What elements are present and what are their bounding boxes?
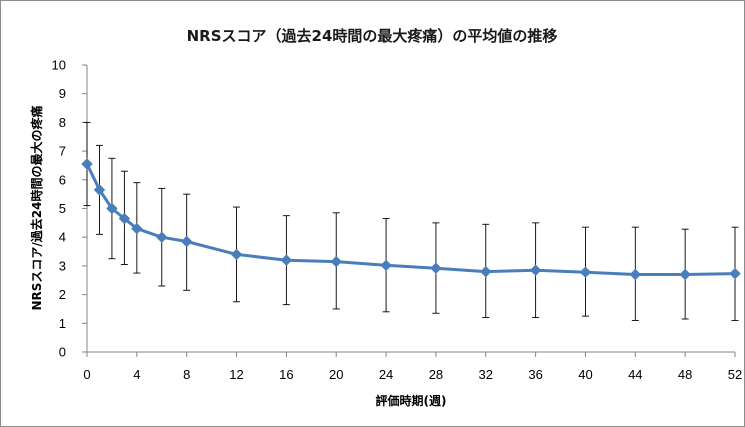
y-tick-label: 6 (59, 172, 66, 187)
data-point-marker (280, 254, 293, 266)
y-tick-label: 4 (59, 230, 66, 245)
x-axis-label: 評価時期(週) (376, 393, 447, 408)
y-tick-label: 0 (59, 345, 66, 360)
x-tick-label: 24 (379, 367, 393, 382)
data-markers (81, 158, 741, 281)
y-tick-label: 10 (52, 58, 66, 73)
data-point-marker (629, 268, 642, 281)
x-tick-label: 32 (479, 367, 493, 382)
x-tick-label: 44 (628, 367, 642, 382)
y-tick-label: 7 (59, 144, 66, 159)
data-point-marker (679, 268, 691, 281)
x-tick-label: 48 (678, 367, 692, 382)
y-axis-label: NRSスコア/過去24時間の最大の疼痛 (29, 105, 44, 310)
x-tick-label: 40 (578, 367, 592, 382)
data-point-marker (230, 248, 243, 261)
data-point-marker (81, 158, 93, 170)
x-tick-label: 36 (528, 367, 542, 382)
data-point-marker (380, 259, 392, 272)
x-tick-label: 8 (183, 367, 190, 382)
data-point-marker (156, 231, 168, 243)
data-point-marker (529, 264, 542, 276)
data-point-marker (729, 267, 741, 280)
data-point-marker (93, 184, 106, 196)
data-point-marker (131, 222, 143, 235)
x-tick-label: 16 (279, 367, 293, 382)
y-tick-label: 5 (59, 201, 66, 216)
y-tick-label: 8 (59, 115, 66, 130)
data-point-marker (480, 265, 492, 278)
chart-title: NRSスコア（過去24時間の最大疼痛）の平均値の推移 (187, 27, 558, 45)
error-bars (83, 121, 739, 321)
data-point-marker (330, 255, 342, 268)
y-tick-label: 3 (59, 258, 66, 273)
y-tick-label: 2 (59, 287, 66, 302)
y-tick-label: 9 (59, 86, 66, 101)
x-tick-label: 28 (429, 367, 443, 382)
x-tick-label: 4 (133, 367, 140, 382)
x-tick-label: 0 (83, 367, 90, 382)
data-point-marker (180, 235, 193, 248)
x-tick-label: 12 (229, 367, 243, 382)
data-point-marker (118, 212, 131, 225)
y-tick-label: 1 (59, 316, 66, 331)
data-point-marker (579, 266, 592, 278)
data-point-marker (106, 202, 118, 215)
series-line-group (85, 163, 736, 276)
series-line (85, 163, 736, 276)
x-tick-label: 52 (728, 367, 742, 382)
x-tick-label: 20 (329, 367, 343, 382)
data-point-marker (430, 262, 442, 274)
